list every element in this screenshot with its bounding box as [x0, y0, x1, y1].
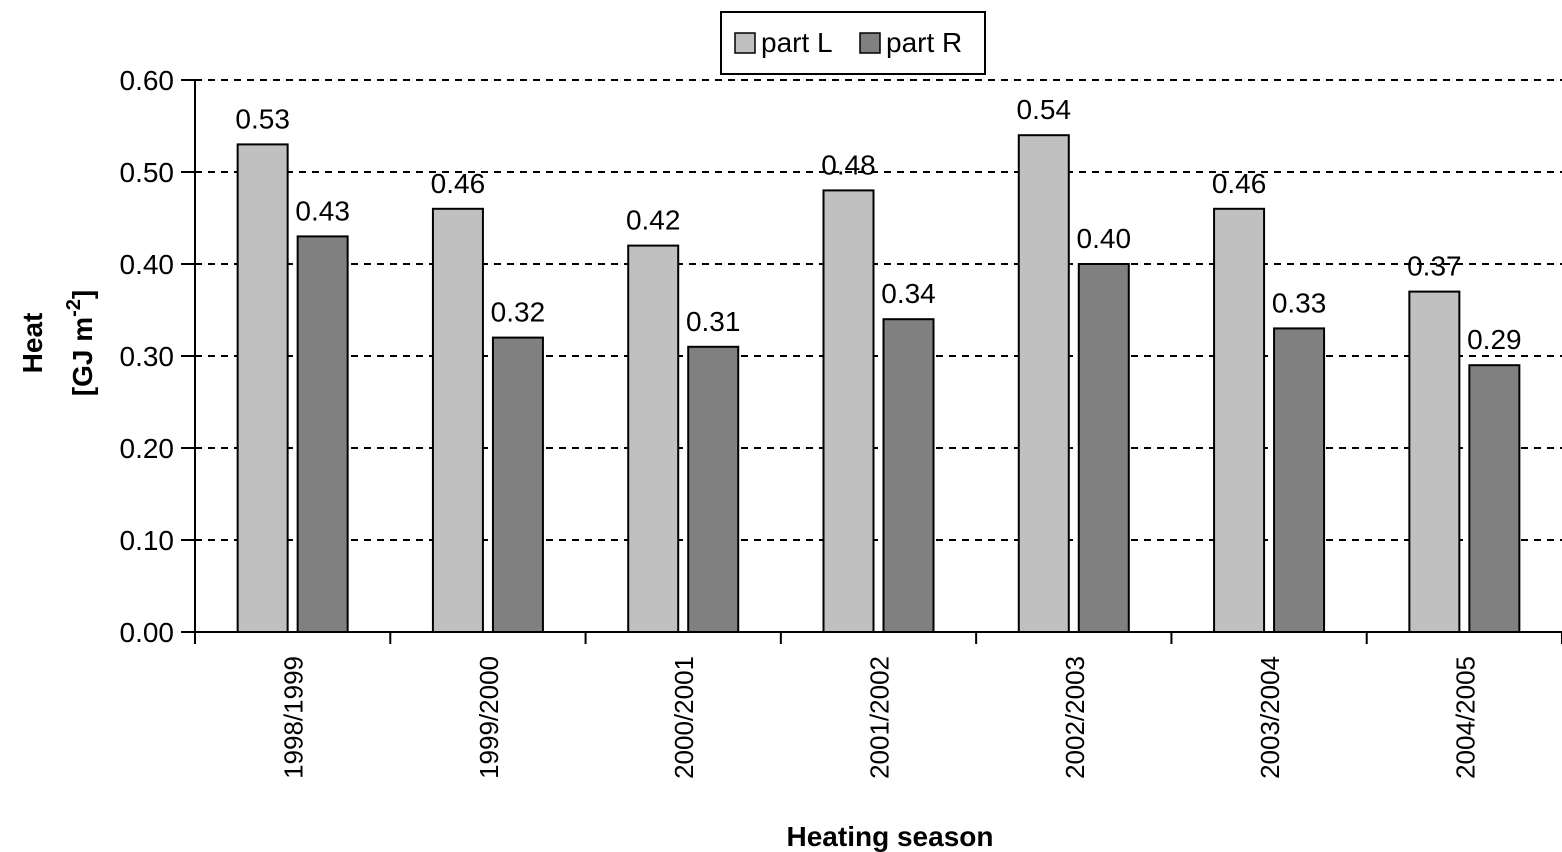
- data-label: 0.54: [1017, 94, 1072, 125]
- x-axis-title: Heating season: [787, 821, 994, 852]
- legend: part L part R: [720, 11, 986, 75]
- data-label: 0.40: [1077, 223, 1132, 254]
- y-tick-label: 0.60: [120, 65, 175, 96]
- data-label: 0.43: [295, 195, 350, 226]
- data-label: 0.53: [235, 103, 290, 134]
- data-labels: 0.53 0.43 0.46 0.32 0.42 0.31 0.48 0.34 0.54 0.40…: [235, 94, 1521, 355]
- bars: [236, 134, 1521, 634]
- y-axis-title: Heat [GJ m-2]: [17, 290, 98, 396]
- legend-swatch-part-l: [734, 32, 756, 54]
- x-tick-label: 2003/2004: [1255, 656, 1285, 779]
- data-label: 0.31: [686, 306, 741, 337]
- data-label: 0.42: [626, 205, 681, 236]
- bar-part-r: [1077, 263, 1130, 633]
- y-tick-labels: 0.00 0.10 0.20 0.30 0.40 0.50 0.60: [120, 65, 175, 648]
- x-tick-label: 1999/2000: [474, 656, 504, 779]
- bar-part-r: [1468, 364, 1521, 633]
- y-axis-title-main: Heat: [17, 313, 48, 374]
- data-label: 0.34: [881, 278, 936, 309]
- bar-part-l: [1017, 134, 1070, 633]
- legend-swatch-part-r: [859, 32, 881, 54]
- bar-part-l: [822, 189, 875, 633]
- bar-part-l: [1213, 207, 1266, 634]
- y-tick-label: 0.40: [120, 249, 175, 280]
- bar-part-r: [882, 318, 935, 633]
- legend-label-part-r: part R: [886, 27, 962, 58]
- bar-part-r: [1273, 327, 1326, 633]
- x-tick-label: 2004/2005: [1450, 656, 1480, 779]
- bar-part-l: [236, 143, 289, 633]
- axes: [181, 79, 1562, 644]
- y-tick-label: 0.30: [120, 341, 175, 372]
- y-tick-label: 0.50: [120, 157, 175, 188]
- bar-part-r: [296, 235, 349, 633]
- data-label: 0.37: [1407, 251, 1462, 282]
- gridlines: [195, 79, 1562, 541]
- x-tick-label: 2001/2002: [865, 656, 895, 779]
- data-label: 0.33: [1272, 287, 1327, 318]
- y-tick-label: 0.20: [120, 433, 175, 464]
- bar-part-r: [687, 345, 740, 633]
- data-label: 0.46: [1212, 168, 1267, 199]
- x-tick-label: 1998/1999: [279, 656, 309, 779]
- y-tick-label: 0.10: [120, 525, 175, 556]
- data-label: 0.32: [491, 297, 546, 328]
- data-label: 0.46: [431, 168, 486, 199]
- legend-box: [720, 11, 986, 75]
- x-tick-label: 2002/2003: [1060, 656, 1090, 779]
- data-label: 0.29: [1467, 324, 1522, 355]
- y-axis-title-unit: [GJ m-2]: [63, 290, 98, 396]
- data-label: 0.48: [821, 149, 876, 180]
- legend-label-part-l: part L: [761, 27, 833, 58]
- x-tick-labels: 1998/1999 1999/2000 2000/2001 2001/2002 2002…: [279, 656, 1481, 779]
- bar-part-l: [627, 244, 680, 633]
- bar-part-r: [491, 336, 544, 633]
- y-tick-label: 0.00: [120, 617, 175, 648]
- x-tick-label: 2000/2001: [669, 656, 699, 779]
- bar-part-l: [431, 207, 484, 634]
- bar-part-l: [1408, 290, 1461, 633]
